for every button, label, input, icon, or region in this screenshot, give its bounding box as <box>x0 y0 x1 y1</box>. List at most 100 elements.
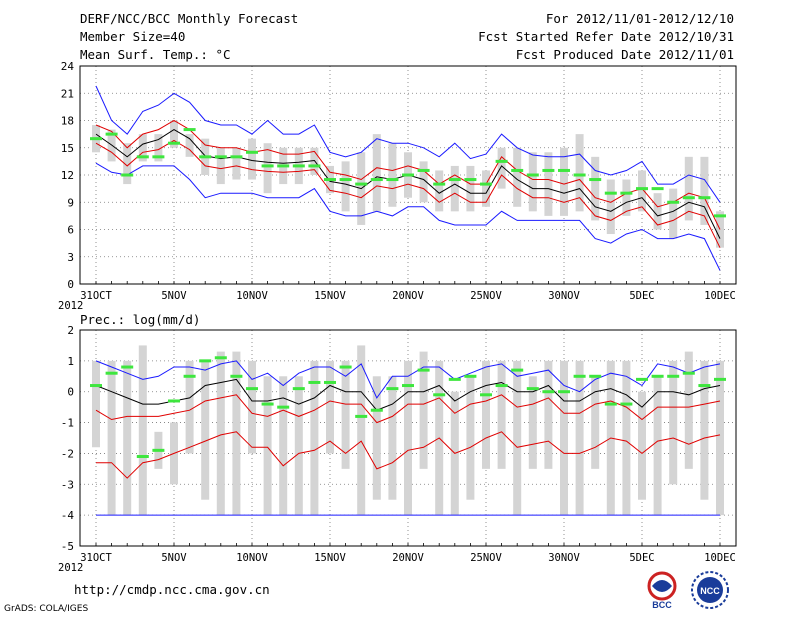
observed-marker <box>651 374 664 378</box>
y-tick-label: 2 <box>67 324 74 337</box>
x-tick-label: 5DEC <box>629 290 654 302</box>
upper-quartile-line <box>95 119 721 230</box>
ensemble-box <box>560 147 568 216</box>
observed-marker <box>589 178 602 182</box>
ensemble-box <box>185 360 194 454</box>
observed-marker <box>604 402 617 406</box>
x-tick-label: 25NOV <box>470 290 502 302</box>
observed-marker <box>636 377 648 381</box>
observed-marker <box>246 150 258 154</box>
observed-marker <box>168 399 180 403</box>
observed-marker <box>292 387 305 391</box>
ensemble-box <box>123 143 132 185</box>
observed-marker <box>558 390 570 394</box>
ensemble-box <box>669 188 678 239</box>
ensemble-box <box>528 376 537 469</box>
plot-frame <box>79 65 737 285</box>
y-tick-label: -4 <box>61 509 75 522</box>
y-tick-label: 1 <box>67 355 74 368</box>
observed-marker <box>495 384 508 388</box>
ensemble-box <box>638 170 646 212</box>
ensemble-box <box>591 376 600 469</box>
observed-marker <box>667 200 680 204</box>
ensemble-mean-line <box>95 378 721 411</box>
observed-marker <box>526 173 539 177</box>
observed-marker <box>324 380 336 384</box>
observed-marker <box>526 387 539 391</box>
ensemble-box <box>638 391 646 500</box>
ensemble-box <box>248 138 256 180</box>
observed-marker <box>464 374 477 378</box>
observed-marker <box>620 191 633 195</box>
observed-marker <box>682 371 695 375</box>
observed-marker <box>308 380 321 384</box>
ensemble-box <box>341 360 350 469</box>
x-tick-label: 20NOV <box>392 552 424 564</box>
observed-marker <box>339 178 352 182</box>
y-tick-label: 12 <box>61 169 74 182</box>
observed-marker <box>355 414 368 418</box>
observed-marker <box>199 155 212 159</box>
ensemble-box <box>513 360 522 516</box>
observed-marker <box>230 374 243 378</box>
ensemble-box <box>388 376 397 500</box>
observed-marker <box>417 168 430 172</box>
year-label: 2012 <box>58 300 83 312</box>
ensemble-box <box>232 351 241 516</box>
observed-marker <box>448 377 461 381</box>
observed-marker <box>324 178 336 182</box>
variable-label: Mean Surf. Temp.: °C <box>80 47 231 62</box>
ensemble-box <box>513 147 522 207</box>
panel-title: Prec.: log(mm/d) <box>80 312 200 327</box>
observed-marker <box>480 182 492 186</box>
x-tick-label: 30NOV <box>548 290 580 302</box>
member-size: Member Size=40 <box>80 29 186 44</box>
observed-marker <box>433 182 446 186</box>
observed-marker <box>121 365 134 369</box>
ensemble-box <box>575 360 584 516</box>
observed-marker <box>417 368 430 372</box>
ensemble-box <box>216 351 225 516</box>
ensemble-box <box>388 143 397 207</box>
ensemble-box <box>560 360 568 516</box>
observed-marker <box>355 182 368 186</box>
upper-bound-line <box>95 85 721 203</box>
year-label: 2012 <box>58 562 83 574</box>
x-tick-label: 10NOV <box>236 290 268 302</box>
observed-marker <box>183 128 196 132</box>
observed-marker <box>292 164 305 168</box>
bcc-logo: BCC <box>647 571 677 610</box>
observed-marker <box>636 187 648 191</box>
ensemble-box <box>310 147 319 175</box>
ensemble-box <box>482 360 490 469</box>
y-tick-label: -5 <box>61 540 74 553</box>
ensemble-box <box>450 165 459 212</box>
x-tick-label: 10DEC <box>704 290 736 302</box>
x-tick-label: 31OCT <box>80 290 112 302</box>
observed-marker <box>136 455 149 459</box>
x-tick-label: 30NOV <box>548 552 580 564</box>
y-tick-label: 15 <box>61 142 74 155</box>
x-tick-label: 5NOV <box>161 552 187 564</box>
observed-marker <box>246 387 258 391</box>
y-tick-label: 21 <box>61 87 74 100</box>
ensemble-box <box>232 147 241 180</box>
ensemble-box <box>185 134 194 157</box>
observed-marker <box>604 191 617 195</box>
observed-marker <box>495 159 508 163</box>
observed-marker <box>402 173 414 177</box>
x-tick-label: 25NOV <box>470 552 502 564</box>
ensemble-box <box>544 360 553 469</box>
observed-marker <box>261 164 274 168</box>
observed-marker <box>480 393 492 397</box>
lower-bound-line <box>95 162 721 271</box>
y-tick-label: 0 <box>67 386 74 399</box>
y-tick-label: -3 <box>61 478 74 491</box>
ncc-logo: NCC <box>691 571 729 609</box>
observed-marker <box>308 164 321 168</box>
ensemble-box <box>497 147 506 189</box>
ensemble-box <box>294 376 303 516</box>
observed-marker <box>464 178 477 182</box>
source-url[interactable]: http://cmdp.ncc.cma.gov.cn <box>74 582 270 597</box>
